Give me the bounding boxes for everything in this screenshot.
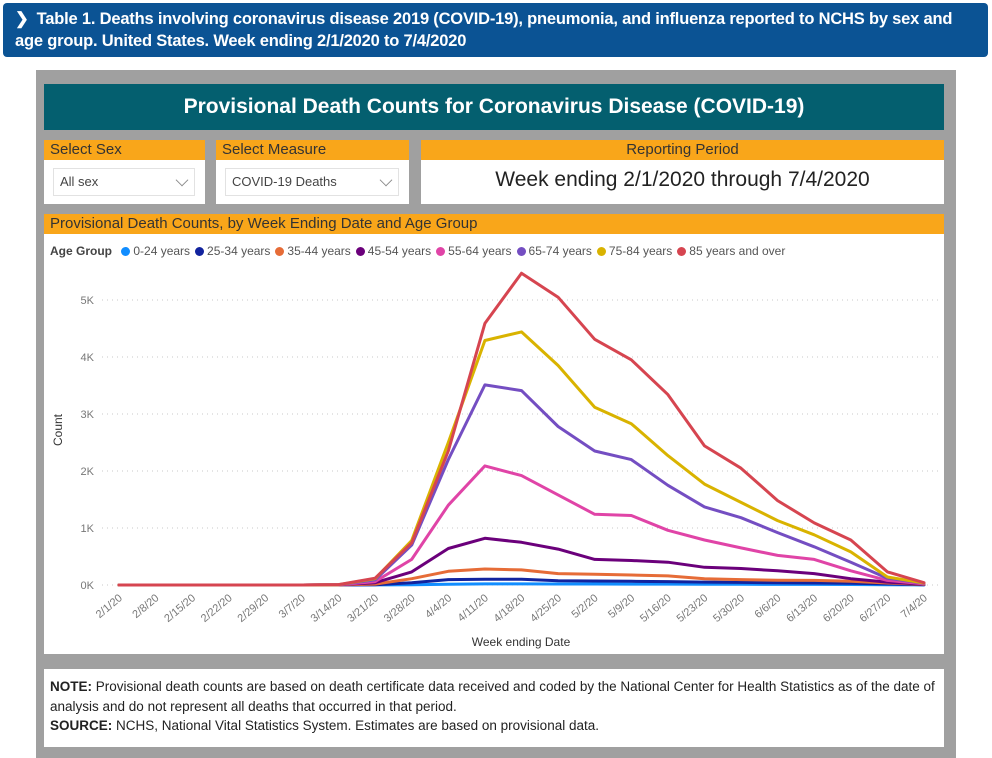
x-axis-title: Week ending Date [472,635,571,649]
x-tick-label: 4/11/20 [456,592,491,624]
x-tick-label: 2/22/20 [199,592,235,625]
legend-item[interactable]: 45-54 years [355,244,432,258]
legend-label: 55-64 years [448,244,512,258]
legend-label: 85 years and over [689,244,786,258]
measure-filter-card: Select Measure COVID-19 Deaths [216,140,409,204]
x-tick-label: 5/2/20 [569,592,600,621]
legend-label: 0-24 years [133,244,191,258]
measure-dropdown[interactable]: COVID-19 Deaths [225,168,399,196]
x-tick-label: 2/1/20 [94,592,125,621]
legend-item[interactable]: 0-24 years [121,244,190,258]
x-tick-label: 2/15/20 [162,592,198,625]
source-label: SOURCE: [50,718,113,733]
x-tick-label: 6/6/20 [752,592,783,621]
reporting-period-card: Reporting Period Week ending 2/1/2020 th… [421,140,944,204]
legend-item[interactable]: 75-84 years [596,244,673,258]
sex-filter-label: Select Sex [44,140,205,160]
x-tick-label: 4/18/20 [492,592,528,625]
x-tick-label: 6/20/20 [821,592,857,625]
y-tick-label: 4K [81,352,95,364]
legend-dot-icon [195,247,205,256]
legend-item[interactable]: 35-44 years [275,244,351,258]
y-tick-label: 1K [81,523,95,535]
x-tick-label: 2/8/20 [130,592,161,621]
reporting-period-value: Week ending 2/1/2020 through 7/4/2020 [495,168,870,191]
legend-label: 45-54 years [367,244,432,258]
legend-dot-icon [596,247,606,256]
legend-dot-icon [121,247,131,256]
legend-item[interactable]: 65-74 years [516,244,592,258]
x-tick-label: 5/30/20 [711,592,747,625]
x-tick-label: 3/14/20 [309,592,345,625]
note-text: Provisional death counts are based on de… [50,679,935,714]
y-tick-label: 2K [81,466,95,478]
x-tick-label: 5/9/20 [606,592,637,621]
series-line-65-74-years [117,383,926,587]
legend-dot-icon [516,247,526,256]
legend-item[interactable]: 55-64 years [436,244,512,258]
chevron-down-icon [175,173,189,187]
y-tick-label: 3K [81,409,95,421]
legend-item[interactable]: 25-34 years [195,244,270,258]
legend-dot-icon [355,247,365,256]
note-box: NOTE: Provisional death counts are based… [44,669,944,747]
x-tick-label: 6/13/20 [784,592,820,625]
chevron-down-icon [379,173,393,187]
reporting-period-label: Reporting Period [421,140,944,160]
measure-dropdown-value: COVID-19 Deaths [232,174,337,189]
x-tick-label: 5/16/20 [638,592,674,625]
legend-dot-icon [275,247,285,256]
y-tick-label: 5K [81,295,95,307]
chart-card: Provisional Death Counts, by Week Ending… [44,214,944,654]
legend-label: 25-34 years [207,244,271,258]
series-line-75-84-years [117,330,926,587]
legend-label: 35-44 years [287,244,351,258]
sex-dropdown-value: All sex [60,174,99,189]
legend-dot-icon [436,247,446,256]
table-header-banner[interactable]: ❯ Table 1. Deaths involving coronavirus d… [3,3,988,57]
y-tick-label: 0K [81,580,95,592]
note-label: NOTE: [50,679,92,694]
x-tick-label: 3/28/20 [382,592,418,625]
x-tick-label: 4/4/20 [423,592,454,621]
x-tick-label: 4/25/20 [528,592,564,625]
sex-filter-card: Select Sex All sex [44,140,205,204]
legend-label: 75-84 years [608,244,673,258]
source-text: NCHS, National Vital Statistics System. … [112,718,599,733]
x-tick-label: 3/7/20 [277,592,308,621]
x-tick-label: 3/21/20 [345,592,381,625]
chart-section-title: Provisional Death Counts, by Week Ending… [44,214,944,234]
x-tick-label: 2/29/20 [235,592,271,625]
x-tick-label: 7/4/20 [899,592,930,621]
dashboard-title: Provisional Death Counts for Coronavirus… [44,84,944,130]
y-axis-title: Count [51,413,65,446]
chart-legend: Age Group 0-24 years 25-34 years 35-44 yea… [50,244,790,258]
measure-filter-label: Select Measure [216,140,409,160]
sex-dropdown[interactable]: All sex [53,168,195,196]
series-line-55-64-years [117,464,926,587]
x-tick-label: 5/23/20 [675,592,711,625]
banner-title: Table 1. Deaths involving coronavirus di… [15,10,953,50]
legend-dot-icon [677,247,687,256]
legend-title: Age Group [50,244,112,258]
legend-label: 65-74 years [528,244,592,258]
legend-item[interactable]: 85 years and over [677,244,785,258]
line-chart: 0K 1K 2K 3K 4K 5K 2/1/20 2/8/20 2/15/20 2/22/20 2/… [51,271,942,649]
series-line-85-years-and-over [117,271,926,587]
chevron-right-icon[interactable]: ❯ [15,10,29,28]
x-tick-label: 6/27/20 [858,592,894,625]
